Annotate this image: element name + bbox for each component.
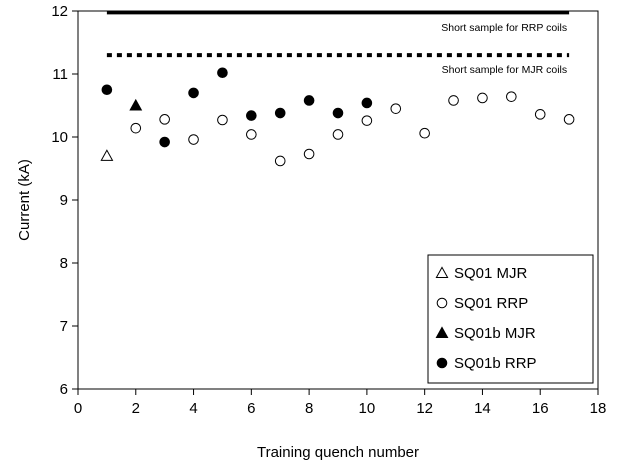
x-tick-label: 18: [590, 400, 607, 417]
reference-line-label: Short sample for MJR coils: [442, 64, 567, 76]
legend-label-sq01-mjr: SQ01 MJR: [454, 265, 528, 282]
data-point-sq01-rrp: [188, 134, 199, 145]
legend-label-sq01b-mjr: SQ01b MJR: [454, 325, 536, 342]
data-point-sq01b-rrp: [274, 107, 286, 119]
data-point-sq01-rrp: [217, 114, 228, 126]
reference-labels: Short sample for RRP coils Short sample f…: [441, 22, 567, 76]
legend: SQ01 MJR SQ01 RRP SQ01b MJR SQ01b RRP: [427, 254, 594, 384]
data-point-sq01b-rrp: [361, 97, 373, 109]
y-tick-label: 6: [60, 381, 68, 398]
x-tick-label: 8: [305, 400, 313, 417]
data-point-sq01-rrp: [477, 92, 488, 104]
data-points: [100, 67, 575, 167]
data-point-sq01b-rrp: [303, 95, 315, 106]
y-tick-label: 8: [60, 255, 68, 272]
y-axis-ticks: 6 7 8 9 10 11 12: [51, 3, 78, 398]
data-point-sq01b-rrp: [101, 84, 113, 96]
y-tick-label: 12: [51, 3, 68, 20]
data-point-sq01-rrp: [159, 114, 170, 125]
y-tick-label: 9: [60, 192, 68, 209]
y-axis-label: Current (kA): [16, 159, 33, 241]
x-tick-label: 0: [74, 400, 82, 417]
legend-marker-sq01-rrp: [436, 297, 448, 309]
data-point-sq01-rrp: [130, 122, 142, 134]
x-axis-ticks: 0 2 4 6 8 10 12 14 16 18: [74, 389, 607, 417]
legend-marker-sq01-mjr: [435, 266, 449, 278]
data-point-sq01b-rrp: [159, 136, 170, 148]
data-point-sq01-rrp: [303, 148, 315, 160]
x-tick-label: 2: [132, 400, 140, 417]
data-point-sq01b-rrp: [188, 87, 199, 99]
x-tick-label: 4: [189, 400, 197, 417]
x-tick-label: 12: [416, 400, 433, 417]
x-tick-label: 10: [359, 400, 376, 417]
legend-marker-sq01b-mjr: [435, 326, 449, 338]
reference-lines: [106, 11, 570, 58]
legend-box: [427, 254, 594, 384]
y-tick-label: 10: [51, 129, 68, 146]
data-point-sq01-rrp: [563, 114, 575, 125]
data-point-sq01-rrp: [506, 91, 517, 102]
legend-label-sq01b-rrp: SQ01b RRP: [454, 355, 537, 372]
data-point-sq01b-mjr: [129, 98, 143, 111]
data-point-sq01-rrp: [246, 129, 257, 140]
legend-label-sq01-rrp: SQ01 RRP: [454, 295, 528, 312]
data-point-sq01b-rrp: [332, 107, 344, 119]
x-tick-label: 6: [247, 400, 255, 417]
data-point-sq01-rrp: [361, 115, 373, 126]
data-point-sq01-rrp: [534, 109, 546, 120]
legend-items: SQ01 MJR SQ01 RRP SQ01b MJR SQ01b RRP: [435, 265, 537, 372]
legend-marker-sq01b-rrp: [436, 357, 448, 369]
x-axis-label: Training quench number: [257, 444, 419, 461]
reference-line-label: Short sample for RRP coils: [441, 22, 567, 34]
data-point-sq01-rrp: [448, 95, 459, 106]
data-point-sq01b-rrp: [246, 110, 257, 121]
y-tick-label: 7: [60, 318, 68, 335]
x-tick-label: 14: [474, 400, 491, 417]
data-point-sq01-rrp: [390, 103, 402, 114]
data-point-sq01-rrp: [274, 155, 286, 167]
x-tick-label: 16: [532, 400, 549, 417]
data-point-sq01-rrp: [419, 127, 430, 139]
data-point-sq01-rrp: [332, 129, 344, 140]
y-tick-label: 11: [52, 66, 68, 83]
data-point-sq01b-rrp: [217, 67, 228, 79]
data-point-sq01-mjr: [100, 149, 114, 161]
